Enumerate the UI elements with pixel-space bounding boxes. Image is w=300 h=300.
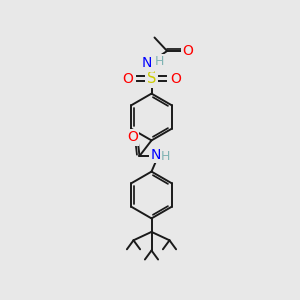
Text: S: S: [147, 71, 156, 86]
Text: O: O: [183, 44, 194, 58]
Text: O: O: [122, 72, 133, 86]
Text: O: O: [127, 130, 138, 144]
Text: N: N: [151, 148, 161, 162]
Text: O: O: [170, 72, 181, 86]
Text: H: H: [161, 150, 171, 163]
Text: H: H: [154, 55, 164, 68]
Text: N: N: [142, 56, 152, 70]
